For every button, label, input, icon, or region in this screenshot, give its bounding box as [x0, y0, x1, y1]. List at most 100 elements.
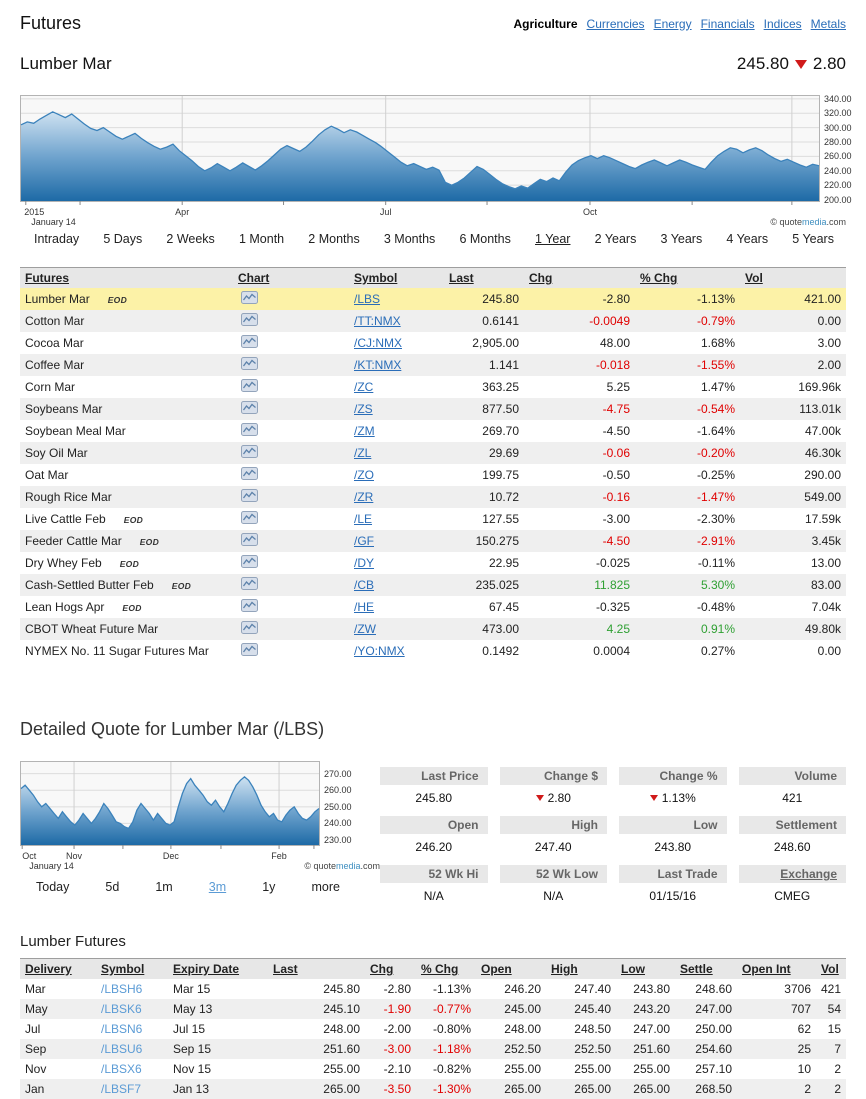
timeframe-1-month[interactable]: 1 Month: [238, 232, 285, 246]
chart-icon[interactable]: [241, 577, 258, 590]
column-header-label[interactable]: Vol: [821, 962, 839, 976]
symbol-link[interactable]: /CB: [354, 578, 375, 592]
symbol-link[interactable]: /LBSH6: [101, 982, 143, 996]
timeframe-2-weeks[interactable]: 2 Weeks: [166, 232, 215, 246]
symbol-link[interactable]: /LBSX6: [101, 1062, 142, 1076]
column-header-label[interactable]: Open Int: [742, 962, 791, 976]
quote-field-label: Low: [619, 816, 727, 834]
column-header-label[interactable]: Symbol: [101, 962, 145, 976]
symbol-link[interactable]: /TT:NMX: [354, 314, 401, 328]
timeframe-4-years[interactable]: 4 Years: [726, 232, 769, 246]
range-3m[interactable]: 3m: [208, 880, 227, 894]
symbol-link[interactable]: /ZO: [354, 468, 374, 482]
column-header-label[interactable]: % Chg: [640, 271, 678, 285]
futures-name-cell: Cocoa Mar: [20, 332, 233, 354]
table-row: CBOT Wheat Future Mar/ZW 473.00 4.25 0.91% 4…: [20, 618, 846, 640]
range-more[interactable]: more: [311, 880, 340, 894]
symbol-link[interactable]: /KT:NMX: [354, 358, 402, 372]
percent-change-cell: -2.91%: [635, 530, 740, 552]
chart-icon[interactable]: [241, 335, 258, 348]
timeframe-2-months[interactable]: 2 Months: [308, 232, 360, 246]
chart-icon[interactable]: [241, 401, 258, 414]
chart-icon[interactable]: [241, 643, 258, 656]
symbol-link[interactable]: /GF: [354, 534, 374, 548]
quote-field-label[interactable]: Exchange: [738, 865, 846, 883]
nav-link-financials[interactable]: Financials: [700, 16, 755, 31]
column-header-label[interactable]: Vol: [745, 271, 763, 285]
chart-icon[interactable]: [241, 621, 258, 634]
timeframe-5-years[interactable]: 5 Years: [792, 232, 834, 246]
symbol-cell: /ZO: [349, 464, 444, 486]
range-1m[interactable]: 1m: [155, 880, 173, 894]
column-header-label[interactable]: High: [551, 962, 578, 976]
chart-icon[interactable]: [241, 599, 258, 612]
column-header-label[interactable]: Chg: [529, 271, 553, 285]
chart-icon[interactable]: [241, 423, 258, 436]
percent-change-cell: 1.47%: [700, 380, 735, 394]
timeframe-1-year[interactable]: 1 Year: [535, 232, 571, 246]
symbol-link[interactable]: /LBSU6: [101, 1042, 143, 1056]
column-header-label[interactable]: Symbol: [354, 271, 398, 285]
timeframe-5-days[interactable]: 5 Days: [103, 232, 143, 246]
range-5d[interactable]: 5d: [105, 880, 120, 894]
last-cell: 199.75: [482, 468, 519, 482]
symbol-link[interactable]: /ZC: [354, 380, 374, 394]
column-header-label[interactable]: Delivery: [25, 962, 72, 976]
quote-field-value: CMEG: [739, 883, 847, 905]
symbol-link[interactable]: /ZL: [354, 446, 372, 460]
column-header-label[interactable]: Expiry Date: [173, 962, 240, 976]
chart-icon[interactable]: [241, 313, 258, 326]
timeframe-6-months[interactable]: 6 Months: [459, 232, 511, 246]
column-header-label[interactable]: Open: [481, 962, 512, 976]
symbol-link[interactable]: /LBSF7: [101, 1082, 142, 1096]
range-1y[interactable]: 1y: [262, 880, 276, 894]
chart-icon[interactable]: [241, 357, 258, 370]
chart-icon[interactable]: [241, 489, 258, 502]
chart-icon[interactable]: [241, 511, 258, 524]
column-header-label[interactable]: Settle: [680, 962, 713, 976]
nav-link-agriculture[interactable]: Agriculture: [513, 16, 578, 31]
column-header-label[interactable]: Chg: [370, 962, 394, 976]
chart-icon[interactable]: [241, 445, 258, 458]
symbol-link[interactable]: /HE: [354, 600, 375, 614]
column-header-label[interactable]: % Chg: [421, 962, 459, 976]
futures-name-cell: Cotton Mar: [20, 310, 233, 332]
chart-icon[interactable]: [241, 533, 258, 546]
column-header-label[interactable]: Last: [273, 962, 298, 976]
chart-icon[interactable]: [241, 379, 258, 392]
nav-link-currencies[interactable]: Currencies: [586, 16, 645, 31]
y-axis-label: 320.00: [824, 108, 852, 119]
timeframe-3-years[interactable]: 3 Years: [660, 232, 703, 246]
timeframe-3-months[interactable]: 3 Months: [383, 232, 436, 246]
symbol-link[interactable]: /ZW: [354, 622, 376, 636]
column-header-label[interactable]: Last: [449, 271, 474, 285]
range-today[interactable]: Today: [36, 880, 70, 894]
symbol-link[interactable]: /LBSN6: [101, 1022, 143, 1036]
chart-icon[interactable]: [241, 467, 258, 480]
nav-link-indices[interactable]: Indices: [763, 16, 802, 31]
change-cell: -0.325: [595, 600, 630, 614]
symbol-link[interactable]: /CJ:NMX: [354, 336, 402, 350]
column-header-label[interactable]: Chart: [238, 271, 270, 285]
symbol-link[interactable]: /ZR: [354, 490, 374, 504]
quote-field-value: 247.40: [500, 834, 608, 856]
timeframe-intraday[interactable]: Intraday: [34, 232, 80, 246]
chart-cell: [233, 486, 349, 508]
symbol-link[interactable]: /YO:NMX: [354, 644, 405, 658]
percent-change-cell: -1.47%: [635, 486, 740, 508]
chart-icon[interactable]: [241, 555, 258, 568]
column-header-label[interactable]: Low: [621, 962, 645, 976]
symbol-link[interactable]: /LE: [354, 512, 373, 526]
symbol-link[interactable]: /ZS: [354, 402, 373, 416]
instrument-header: Lumber Mar 245.80 2.80: [20, 54, 846, 74]
symbol-link[interactable]: /ZM: [354, 424, 375, 438]
timeframe-2-years[interactable]: 2 Years: [594, 232, 637, 246]
chart-icon[interactable]: [241, 291, 258, 304]
column-header-label[interactable]: Futures: [25, 271, 70, 285]
symbol-link[interactable]: /DY: [354, 556, 375, 570]
symbol-link[interactable]: /LBSK6: [101, 1002, 142, 1016]
table-row: Cotton Mar/TT:NMX 0.6141 -0.0049 -0.79% 0.00: [20, 310, 846, 332]
nav-link-metals[interactable]: Metals: [810, 16, 846, 31]
symbol-link[interactable]: /LBS: [354, 292, 381, 306]
nav-link-energy[interactable]: Energy: [653, 16, 692, 31]
